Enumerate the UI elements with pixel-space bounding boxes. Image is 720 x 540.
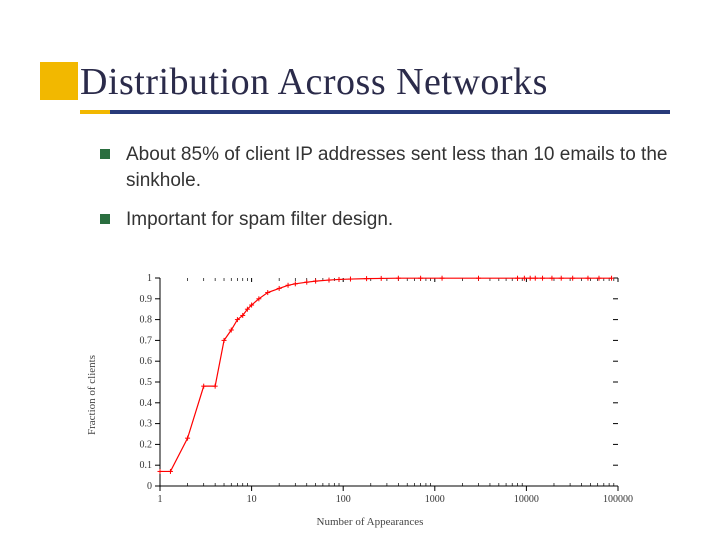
- svg-text:10: 10: [247, 494, 257, 505]
- svg-text:100000: 100000: [603, 494, 633, 505]
- slide: Distribution Across Networks About 85% o…: [0, 0, 720, 540]
- svg-text:1: 1: [158, 494, 163, 505]
- svg-text:0: 0: [147, 481, 152, 492]
- svg-text:0.8: 0.8: [140, 315, 153, 326]
- bullet-square-icon: [100, 149, 110, 159]
- svg-text:0.4: 0.4: [140, 398, 153, 409]
- bullet-text: Important for spam filter design.: [126, 209, 393, 230]
- bullet-item: Important for spam filter design.: [100, 207, 686, 233]
- bullet-list: About 85% of client IP addresses sent le…: [100, 142, 690, 233]
- bullet-item: About 85% of client IP addresses sent le…: [100, 142, 686, 193]
- bullet-text: About 85% of client IP addresses sent le…: [126, 144, 667, 191]
- svg-text:0.9: 0.9: [140, 294, 153, 305]
- cdf-chart: Fraction of clients 00.10.20.30.40.50.60…: [110, 270, 630, 520]
- underline-segment: [80, 110, 110, 114]
- chart-xlabel: Number of Appearances: [317, 516, 424, 528]
- title-accent-block: [40, 62, 78, 100]
- svg-text:0.7: 0.7: [140, 335, 153, 346]
- svg-text:0.3: 0.3: [140, 419, 153, 430]
- chart-ylabel: Fraction of clients: [86, 355, 98, 435]
- svg-text:1: 1: [147, 273, 152, 284]
- underline-segment: [110, 110, 671, 114]
- slide-title: Distribution Across Networks: [80, 60, 690, 104]
- chart-canvas: 0 0.1 0.2 0.3 0.4 0.5 0.6 0.7 0.8 0.9 1 1 10 100 1000 1…: [110, 270, 630, 520]
- svg-text:0.5: 0.5: [140, 377, 153, 388]
- svg-text:1000: 1000: [425, 494, 445, 505]
- bullet-square-icon: [100, 214, 110, 224]
- svg-text:10000: 10000: [514, 494, 539, 505]
- svg-text:100: 100: [336, 494, 351, 505]
- svg-text:0.6: 0.6: [140, 356, 153, 367]
- svg-text:0.2: 0.2: [140, 439, 153, 450]
- title-underline: [80, 110, 670, 114]
- svg-text:0.1: 0.1: [140, 460, 153, 471]
